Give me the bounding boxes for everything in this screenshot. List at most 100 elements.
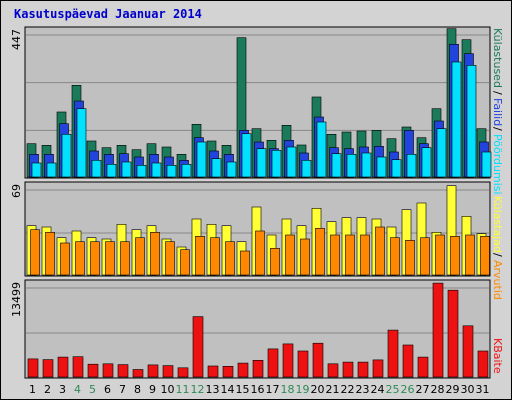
day-label-6: 6 <box>104 383 111 396</box>
visits-ymax-label: 69 <box>10 184 23 198</box>
day-label-28: 28 <box>431 383 445 396</box>
kbytes-bar-20-1 <box>312 342 324 378</box>
visits-bar-15-2 <box>240 250 250 276</box>
day-label-1: 1 <box>29 383 36 396</box>
hits-bar-25-3 <box>391 159 402 178</box>
hits-bar-23-3 <box>361 152 372 178</box>
visits-bar-19-2 <box>300 238 310 276</box>
day-label-2: 2 <box>44 383 51 396</box>
visits-bar-12-2 <box>195 236 205 276</box>
kbytes-bar-19-1 <box>297 350 309 378</box>
day-label-16: 16 <box>251 383 265 396</box>
kbytes-bar-25-1 <box>387 329 399 378</box>
day-label-31: 31 <box>476 383 490 396</box>
kbytes-bar-5-1 <box>87 363 99 378</box>
hits-bar-26-3 <box>406 154 417 178</box>
legend-kulastused: Külastused <box>491 28 504 88</box>
kbytes-bar-10-1 <box>162 365 174 378</box>
hits-bar-7-3 <box>121 161 132 178</box>
legend-failid: Failid <box>491 98 504 126</box>
visits-bar-1-2 <box>30 229 40 276</box>
hits-bar-19-3 <box>301 160 312 178</box>
visits-bar-2-2 <box>45 232 55 276</box>
kbytes-bar-24-1 <box>372 359 384 378</box>
kbytes-bar-17-1 <box>267 348 279 378</box>
kbytes-bar-14-1 <box>222 365 234 378</box>
visits-bar-20-2 <box>315 228 325 276</box>
kbytes-bar-1-1 <box>27 358 39 378</box>
kbytes-bar-6-1 <box>102 363 114 378</box>
legend-sep-2: / <box>491 127 504 131</box>
day-label-29: 29 <box>446 383 460 396</box>
hits-bar-29-3 <box>451 61 462 178</box>
kbytes-bar-15-1 <box>237 362 249 378</box>
day-label-5: 5 <box>89 383 96 396</box>
legend-sep-3: / <box>491 253 504 257</box>
visits-bar-10-2 <box>165 241 175 276</box>
kbytes-bar-3-1 <box>57 356 69 378</box>
hits-bar-24-3 <box>376 156 387 178</box>
kbytes-bar-23-1 <box>357 361 369 378</box>
visits-bar-24-2 <box>375 226 385 276</box>
day-label-26: 26 <box>401 383 415 396</box>
kbytes-bar-11-1 <box>177 367 189 378</box>
kbytes-bar-22-1 <box>342 361 354 378</box>
day-label-10: 10 <box>161 383 175 396</box>
day-label-24: 24 <box>371 383 385 396</box>
visits-bar-9-2 <box>150 232 160 276</box>
visits-bar-4-2 <box>75 241 85 276</box>
day-label-14: 14 <box>221 383 235 396</box>
visits-bar-29-2 <box>450 236 460 276</box>
kbytes-bar-28-1 <box>432 282 444 378</box>
day-label-19: 19 <box>296 383 310 396</box>
day-label-23: 23 <box>356 383 370 396</box>
hits-ymax-label: 447 <box>10 29 23 50</box>
visits-bar-23-2 <box>360 234 370 276</box>
kbytes-bar-2-1 <box>42 359 54 378</box>
visits-bar-5-2 <box>90 241 100 276</box>
visits-bar-8-2 <box>135 237 145 276</box>
visits-bar-31-2 <box>480 236 490 276</box>
day-label-15: 15 <box>236 383 250 396</box>
hits-bar-30-3 <box>466 65 477 178</box>
visits-bar-17-2 <box>270 248 280 276</box>
kbytes-bar-16-1 <box>252 359 264 378</box>
hits-bar-15-3 <box>241 133 252 178</box>
kbytes-bar-18-1 <box>282 343 294 378</box>
kbytes-bar-29-1 <box>447 289 459 378</box>
visits-bar-14-2 <box>225 241 235 276</box>
legend-sep-1: / <box>491 91 504 95</box>
hits-bar-1-3 <box>31 162 42 178</box>
legend-arvutid: Arvutid <box>491 260 504 300</box>
hits-bar-17-3 <box>271 150 282 178</box>
hits-bar-8-3 <box>136 165 147 178</box>
kbytes-bar-8-1 <box>132 369 144 378</box>
day-label-13: 13 <box>206 383 220 396</box>
hits-bar-18-3 <box>286 146 297 178</box>
hits-bar-11-3 <box>181 164 192 178</box>
hits-bar-31-3 <box>481 151 492 178</box>
hits-bar-13-3 <box>211 158 222 178</box>
visits-bar-16-2 <box>255 230 265 276</box>
visits-bar-28-2 <box>435 234 445 276</box>
hits-bar-16-3 <box>256 148 267 178</box>
visits-bar-11-2 <box>180 249 190 276</box>
kbytes-ymax-label: 13499 <box>10 282 23 317</box>
day-label-18: 18 <box>281 383 295 396</box>
visits-bar-6-2 <box>105 241 115 276</box>
hits-bar-5-3 <box>91 160 102 178</box>
kbytes-bar-12-1 <box>192 316 204 378</box>
chart-title: Kasutuspäevad Jaanuar 2014 <box>14 7 202 21</box>
day-label-11: 11 <box>176 383 190 396</box>
day-label-8: 8 <box>134 383 141 396</box>
kbytes-bar-21-1 <box>327 363 339 378</box>
hits-bar-3-3 <box>61 134 72 178</box>
day-label-4: 4 <box>74 383 81 396</box>
kbytes-bar-30-1 <box>462 325 474 378</box>
day-label-17: 17 <box>266 383 280 396</box>
hits-bar-12-3 <box>196 141 207 178</box>
day-label-27: 27 <box>416 383 430 396</box>
hits-bar-21-3 <box>331 153 342 178</box>
hits-bar-4-3 <box>76 108 87 178</box>
